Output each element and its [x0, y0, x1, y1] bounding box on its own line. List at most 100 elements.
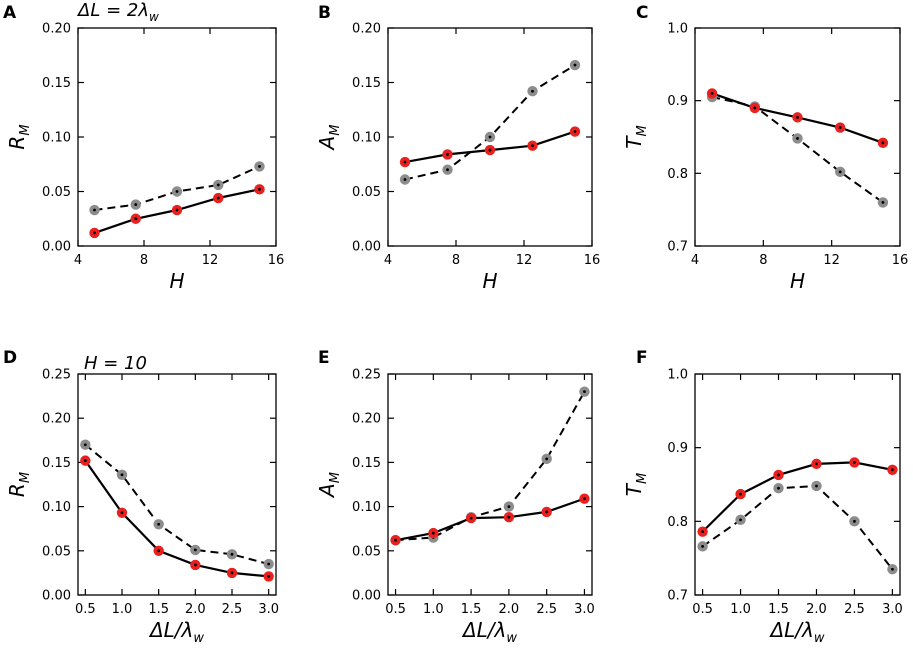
data-point-center: [469, 516, 473, 520]
data-point-center: [230, 552, 234, 556]
x-tick-label: 16: [892, 253, 909, 268]
panel-b: 4 8 12 16 0.00 0.05 0.10 0.15 0.20 H AM B: [315, 3, 600, 293]
x-tick-label: 1.5: [768, 602, 789, 617]
x-tick-label: 3.0: [882, 602, 903, 617]
y-tick-label: 0.15: [352, 76, 381, 91]
panel-annotation: ΔL = 2λw: [76, 0, 159, 24]
x-tick-label: 8: [140, 253, 148, 268]
data-point-center: [583, 497, 586, 501]
data-point-center: [258, 165, 261, 168]
data-point-center: [796, 137, 799, 140]
data-point-center: [120, 473, 124, 477]
x-tick-label: 1.0: [423, 602, 444, 617]
panel-e: 0.5 1.0 1.5 2.0 2.5 3.0 0.00 0.05 0.10 0.15 0.20 0.…: [315, 348, 595, 646]
y-axis-title: RM: [5, 472, 33, 497]
data-point-center: [403, 160, 407, 164]
y-tick-label: 1.0: [667, 22, 688, 37]
y-tick-label: 0.7: [667, 240, 688, 255]
x-tick-label: 4: [384, 253, 392, 268]
data-point-center: [815, 484, 818, 488]
data-point-center: [739, 518, 742, 522]
panel-letter: D: [3, 348, 17, 368]
y-tick-label: 0.00: [352, 240, 381, 255]
x-tick-label: 12: [202, 253, 219, 268]
plot-frame: [694, 27, 901, 247]
y-tick-label: 0.8: [667, 515, 688, 530]
data-point-center: [134, 203, 138, 206]
x-axis-title: ΔL/λw: [148, 618, 204, 646]
data-point-center: [267, 562, 271, 566]
x-tick-label: 1.5: [461, 602, 482, 617]
y-tick-label: 0.05: [42, 544, 71, 559]
data-point-center: [93, 208, 96, 212]
y-tick-label: 0.05: [42, 185, 71, 200]
data-point-center: [838, 126, 842, 129]
y-tick-label: 0.00: [42, 589, 71, 604]
x-tick-label: 2.0: [185, 602, 206, 617]
x-tick-label: 1.0: [112, 602, 133, 617]
data-point-center: [134, 217, 138, 221]
data-point-center: [193, 563, 197, 567]
x-tick-label: 1.0: [730, 602, 751, 617]
data-point-center: [83, 459, 87, 463]
series-line-solid: [84, 459, 269, 578]
plot-frame: [694, 373, 901, 596]
panel-d: 0.5 1.0 1.5 2.0 2.5 3.0 0.00 0.05 0.10 0.15 0.20 0.…: [3, 348, 279, 646]
x-tick-label: 0.5: [385, 602, 406, 617]
plot-frame: [77, 373, 277, 596]
data-point-center: [701, 530, 704, 534]
data-point-center: [83, 443, 87, 447]
y-tick-label: 0.20: [352, 412, 381, 427]
data-point-center: [258, 187, 261, 191]
x-tick-label: 3.0: [574, 602, 595, 617]
data-point-center: [216, 196, 220, 200]
panel-letter: F: [636, 348, 648, 368]
data-point-center: [230, 571, 234, 575]
data-point-center: [531, 89, 534, 93]
series-line-dashed: [395, 391, 586, 542]
x-tick-label: 4: [691, 253, 699, 268]
data-point-center: [93, 231, 96, 235]
data-point-center: [881, 201, 885, 204]
data-point-center: [507, 515, 511, 519]
y-tick-label: 0.20: [42, 22, 71, 37]
y-tick-label: 0.10: [352, 131, 381, 146]
x-tick-label: 3.0: [258, 602, 279, 617]
y-tick-label: 0.15: [42, 76, 71, 91]
x-tick-label: 8: [452, 253, 460, 268]
data-point-center: [175, 208, 179, 212]
data-point-center: [216, 183, 220, 187]
panel-a: 4 8 12 16 0.00 0.05 0.10 0.15 0.20 H RM A ΔL = 2λw: [3, 0, 284, 293]
data-point-center: [753, 106, 757, 110]
x-tick-label: 2.5: [536, 602, 557, 617]
panel-letter: C: [636, 3, 648, 23]
data-point-center: [446, 168, 449, 172]
data-point-center: [891, 468, 894, 472]
panel-f: 0.5 1.0 1.5 2.0 2.5 3.0 0.7 0.8 0.9 1.0 ΔL/λw TM F: [622, 348, 903, 646]
plot-frame: [387, 373, 593, 596]
y-tick-label: 0.20: [352, 22, 381, 37]
y-tick-label: 0.8: [667, 167, 688, 182]
panel-letter: A: [3, 3, 17, 23]
y-axis-title: AM: [315, 125, 343, 152]
series-line-solid: [701, 461, 893, 533]
x-tick-label: 8: [759, 253, 767, 268]
x-tick-label: 16: [268, 253, 285, 268]
y-tick-label: 0.20: [42, 412, 71, 427]
x-tick-label: 16: [584, 253, 601, 268]
data-point-center: [175, 190, 179, 193]
data-point-center: [701, 544, 704, 548]
y-axis-title: TM: [622, 125, 650, 148]
panel-c: 4 8 12 16 0.7 0.8 0.9 1.0 H TM C: [622, 3, 908, 293]
data-point-center: [739, 492, 742, 496]
x-axis-title: H: [482, 269, 497, 293]
y-tick-label: 0.25: [42, 368, 71, 383]
y-tick-label: 0.10: [42, 131, 71, 146]
data-point-center: [157, 522, 161, 526]
data-point-center: [157, 549, 161, 553]
data-point-center: [777, 486, 780, 490]
x-tick-label: 0.5: [75, 602, 96, 617]
x-axis-title: H: [790, 269, 805, 293]
data-point-center: [796, 115, 799, 119]
data-point-center: [394, 538, 397, 542]
